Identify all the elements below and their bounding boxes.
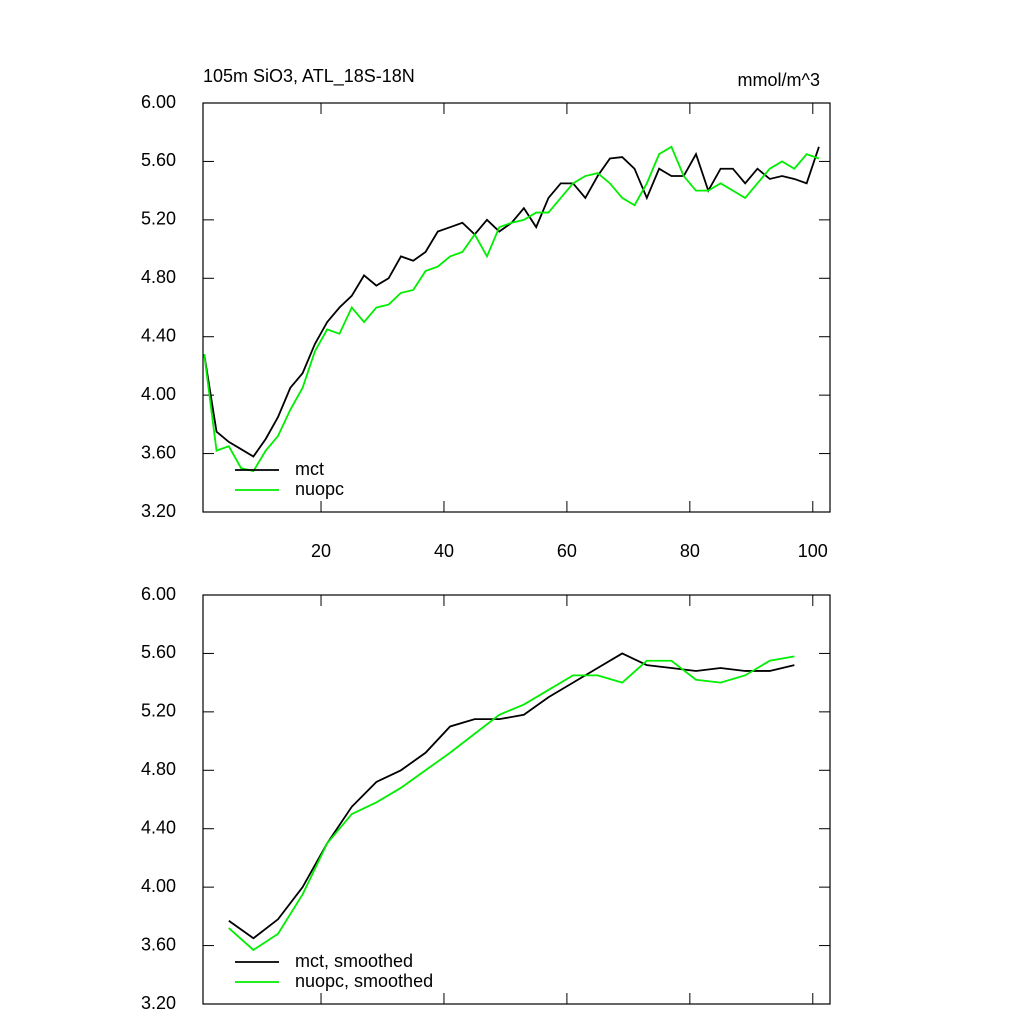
y-tick-label: 5.20 — [141, 701, 176, 721]
y-tick-label: 4.80 — [141, 759, 176, 779]
x-tick-label: 80 — [680, 541, 700, 561]
y-tick-label: 4.40 — [141, 817, 176, 837]
series-line — [228, 655, 795, 952]
series-line — [203, 145, 820, 473]
y-tick-label: 6.00 — [141, 584, 176, 604]
x-tick-label: 100 — [798, 541, 828, 561]
plot-frame — [202, 594, 831, 1005]
x-tick-label: 20 — [311, 541, 331, 561]
y-tick-label: 4.00 — [141, 876, 176, 896]
y-tick-label: 3.20 — [141, 993, 176, 1013]
y-tick-label: 5.60 — [141, 150, 176, 170]
y-tick-label: 5.60 — [141, 642, 176, 662]
panel: 105m SiO3, ATL_18S-18N mmol/m^3 3.20 3.60 4.… — [141, 66, 831, 561]
y-tick-label: 4.00 — [141, 384, 176, 404]
y-tick-label: 4.40 — [141, 325, 176, 345]
x-tick-label: 60 — [557, 541, 577, 561]
y-tick-label: 6.00 — [141, 92, 176, 112]
units-label: mmol/m^3 — [738, 70, 820, 90]
plot-frame — [202, 102, 831, 513]
legend-label: nuopc, smoothed — [295, 971, 433, 991]
x-tick-label: 40 — [434, 541, 454, 561]
y-tick-label: 3.60 — [141, 442, 176, 462]
series-line — [228, 652, 795, 940]
legend-label: mct, smoothed — [295, 951, 413, 971]
y-tick-label: 3.20 — [141, 501, 176, 521]
legend-label: mct — [295, 459, 324, 479]
legend-label: nuopc — [295, 479, 344, 499]
chart-title: 105m SiO3, ATL_18S-18N — [203, 66, 415, 87]
y-tick-label: 4.80 — [141, 267, 176, 287]
series-line — [203, 146, 820, 458]
y-tick-label: 3.60 — [141, 934, 176, 954]
y-tick-label: 5.20 — [141, 209, 176, 229]
panel: 3.20 3.60 4.00 4.40 4.80 5.20 5.60 6.00 mct, smo… — [141, 584, 831, 1013]
